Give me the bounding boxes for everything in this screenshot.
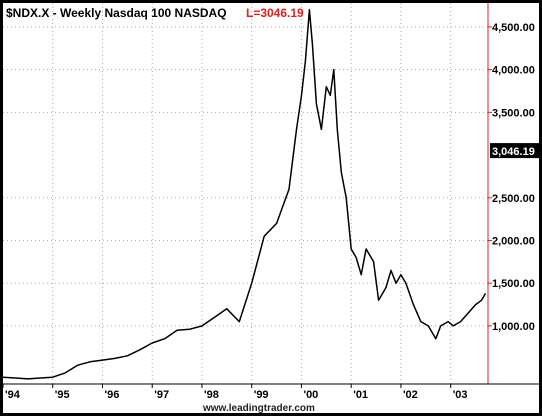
- axes: [3, 3, 539, 385]
- y-tick-label: 4,000.00: [492, 65, 535, 77]
- chart-svg: 1,000.00 1,500.00 2,000.00 2,500.00 3,500.00…: [3, 3, 539, 413]
- y-tick-label: 4,500.00: [492, 22, 535, 34]
- last-value-label: 3,046.19: [492, 146, 535, 158]
- y-tick-labels: 1,000.00 1,500.00 2,000.00 2,500.00 3,500.00…: [488, 22, 535, 333]
- x-tick-label: '97: [154, 389, 169, 401]
- x-tick-label: '01: [353, 389, 368, 401]
- horizontal-gridlines: [3, 26, 488, 327]
- y-tick-label: 1,000.00: [492, 321, 535, 333]
- series-layer: [3, 9, 487, 380]
- last-value-box: 3,046.19: [490, 143, 539, 159]
- chart-frame: 1,000.00 1,500.00 2,000.00 2,500.00 3,500.00…: [3, 3, 539, 413]
- chart-title: $NDX.X - Weekly Nasdaq 100 NASDAQ: [6, 6, 227, 20]
- y-tick-label: 3,500.00: [492, 107, 535, 119]
- chart-footer: www.leadingtrader.com: [202, 403, 315, 413]
- y-tick-label: 2,500.00: [492, 193, 535, 205]
- x-tick-label: '94: [5, 389, 21, 401]
- x-tick-label: '95: [55, 389, 70, 401]
- chart-title-last-value: L=3046.19: [246, 6, 304, 20]
- x-tick-label: '02: [403, 389, 418, 401]
- x-tick-label: '00: [303, 389, 318, 401]
- x-tick-label: '98: [204, 389, 219, 401]
- x-tick-label: '99: [254, 389, 269, 401]
- series-line: [3, 9, 487, 380]
- x-tick-label: '96: [104, 389, 119, 401]
- x-tick-label: '03: [453, 389, 468, 401]
- y-tick-label: 2,000.00: [492, 235, 535, 247]
- last-value-box-bg: [490, 143, 539, 159]
- y-tick-label: 1,500.00: [492, 278, 535, 290]
- x-tick-labels: '94 '95 '96 '97 '98 '99 '00 '01 '02 '03: [3, 384, 468, 401]
